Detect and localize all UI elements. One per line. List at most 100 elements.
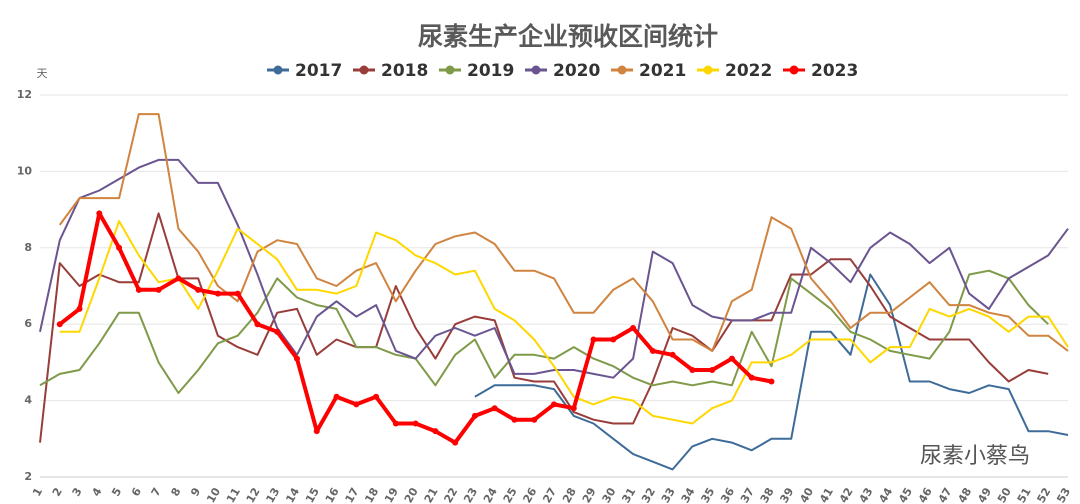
x-tick-label: 4 [89, 485, 104, 498]
point [313, 428, 320, 435]
point [748, 374, 755, 381]
y-tick-label: 2 [24, 470, 32, 483]
x-tick-label: 52 [1035, 486, 1054, 504]
legend-label: 2022 [725, 61, 772, 81]
y-tick-label: 4 [24, 394, 32, 407]
x-tick-label: 18 [362, 486, 381, 504]
point [353, 401, 360, 408]
x-tick-label: 9 [188, 486, 203, 499]
point [452, 439, 459, 446]
x-tick-label: 38 [758, 486, 777, 504]
point [155, 286, 162, 293]
x-tick-label: 37 [738, 486, 757, 504]
x-tick-label: 39 [778, 486, 797, 504]
legend-marker [273, 65, 283, 75]
point [392, 420, 399, 427]
x-tick-label: 46 [916, 485, 935, 504]
x-tick-label: 23 [461, 486, 480, 504]
x-tick-label: 43 [857, 486, 876, 504]
x-tick-label: 42 [837, 486, 856, 504]
point [116, 244, 123, 251]
x-tick-label: 22 [441, 486, 460, 504]
point [768, 378, 775, 385]
x-tick-label: 6 [129, 485, 144, 498]
point [531, 416, 538, 423]
legend-label: 2018 [381, 61, 428, 81]
x-tick-label: 2 [50, 486, 65, 499]
point [274, 328, 281, 335]
x-tick-label: 17 [343, 486, 362, 504]
point [76, 305, 83, 312]
legend-marker [703, 65, 713, 75]
chart-title: 尿素生产企业预收区间统计 [418, 22, 718, 51]
series-line [39, 212, 1049, 443]
x-tick-label: 13 [264, 486, 283, 504]
point [373, 393, 380, 400]
point [56, 321, 63, 328]
point [175, 275, 182, 282]
x-tick-label: 31 [619, 486, 638, 504]
y-tick-label: 6 [24, 317, 32, 330]
legend-label: 2021 [639, 61, 686, 81]
x-tick-label: 40 [797, 485, 816, 504]
point [96, 210, 103, 217]
x-tick-label: 33 [659, 486, 678, 504]
x-tick-label: 7 [149, 486, 164, 499]
x-tick-label: 36 [718, 485, 737, 504]
x-tick-label: 26 [521, 485, 540, 504]
x-tick-label: 27 [540, 486, 559, 504]
point [689, 367, 696, 374]
x-tick-label: 35 [698, 486, 717, 504]
x-tick-label: 53 [1054, 486, 1073, 504]
y-tick-label: 12 [17, 88, 32, 101]
x-tick-label: 47 [936, 486, 955, 504]
legend-marker [531, 65, 541, 75]
x-tick-label: 49 [975, 486, 994, 504]
x-tick-label: 32 [639, 486, 658, 504]
point [432, 428, 439, 435]
x-tick-label: 10 [204, 485, 223, 504]
point [551, 401, 557, 408]
y-tick-label: 10 [17, 164, 33, 177]
point [254, 321, 261, 328]
legend-marker [445, 65, 455, 75]
x-tick-label: 25 [501, 486, 520, 504]
x-tick-label: 44 [876, 485, 895, 504]
series-line [474, 273, 1069, 471]
y-axis-label: 天 [37, 67, 48, 80]
legend-marker [789, 65, 799, 75]
x-tick-label: 20 [402, 485, 421, 504]
point [649, 347, 656, 354]
point [511, 416, 518, 423]
point [195, 286, 202, 293]
x-tick-label: 1 [30, 486, 45, 499]
x-tick-label: 16 [323, 485, 342, 504]
legend-label: 2023 [811, 61, 858, 81]
x-tick-label: 48 [955, 486, 974, 504]
point [669, 351, 676, 358]
point [491, 405, 498, 412]
legend-label: 2017 [295, 61, 342, 81]
legend-marker [617, 65, 627, 75]
y-tick-label: 8 [24, 241, 32, 254]
x-tick-label: 15 [303, 486, 322, 504]
watermark: 尿素小蔡鸟 [920, 444, 1030, 469]
point [214, 290, 221, 297]
point [630, 325, 637, 332]
x-tick-label: 30 [600, 485, 619, 504]
x-tick-label: 21 [422, 486, 441, 504]
x-tick-label: 24 [481, 485, 500, 504]
x-tick-label: 5 [109, 486, 124, 499]
point [590, 336, 597, 343]
x-tick-label: 12 [244, 486, 263, 504]
x-tick-label: 3 [70, 486, 85, 499]
x-tick-label: 14 [283, 485, 302, 504]
x-tick-label: 8 [168, 486, 183, 499]
x-tick-label: 28 [560, 486, 579, 504]
x-tick-label: 11 [224, 486, 243, 504]
point [570, 405, 577, 412]
point [234, 290, 241, 297]
point [135, 286, 142, 293]
point [412, 420, 419, 427]
